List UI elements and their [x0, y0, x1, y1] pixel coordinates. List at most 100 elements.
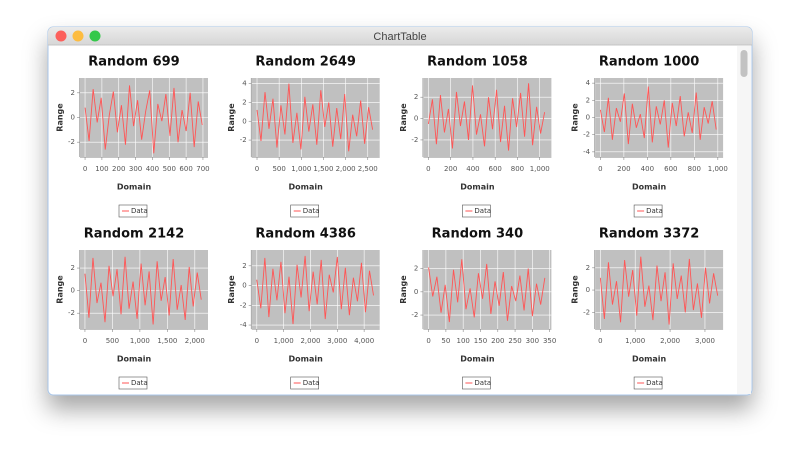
y-axis-label: Range: [399, 103, 408, 132]
x-tick-label: 0: [255, 165, 259, 173]
chart: Random 4386 -4 -2 0 2 0 1,000 2,000 3,000 4,000 Do…: [227, 227, 380, 390]
chart-title: Random 3372: [599, 227, 700, 242]
y-tick-label: 0: [71, 114, 75, 122]
chart-title: Random 699: [88, 55, 179, 70]
x-tick-label: 150: [474, 337, 487, 345]
y-tick-label: 2: [586, 264, 590, 272]
x-axis-label: Domain: [460, 183, 495, 192]
y-tick-label: 2: [242, 262, 246, 270]
y-tick-label: -2: [583, 131, 590, 139]
legend-label: Data: [303, 379, 320, 387]
x-axis-label: Domain: [289, 355, 324, 364]
x-tick-label: 2,000: [185, 337, 205, 345]
close-button[interactable]: [55, 30, 67, 42]
data-line: [427, 83, 546, 151]
x-tick-label: 0: [426, 337, 430, 345]
x-tick-label: 100: [456, 337, 469, 345]
x-tick-label: 1,500: [313, 165, 333, 173]
y-tick-label: -2: [411, 311, 418, 319]
window-title: ChartTable: [373, 31, 426, 43]
legend-box: [462, 376, 491, 390]
y-axis-label: Range: [571, 103, 580, 132]
data-line: [84, 85, 203, 154]
data-line: [84, 256, 202, 325]
y-tick-label: 0: [586, 114, 590, 122]
data-line: [256, 255, 374, 325]
x-tick-label: 300: [526, 337, 539, 345]
x-tick-label: 0: [598, 165, 602, 173]
y-tick-label: -2: [240, 136, 247, 144]
chart-title: Random 1058: [427, 55, 528, 70]
y-tick-label: 0: [242, 117, 246, 125]
x-axis-label: Domain: [632, 183, 667, 192]
x-tick-label: 0: [598, 337, 602, 345]
y-tick-label: 2: [414, 265, 418, 273]
x-tick-label: 2,000: [660, 337, 680, 345]
y-tick-label: -2: [68, 309, 75, 317]
y-tick-label: -2: [240, 301, 247, 309]
x-tick-label: 400: [466, 165, 479, 173]
legend-label: Data: [474, 207, 491, 215]
legend-box: [462, 204, 491, 218]
x-tick-label: 400: [641, 165, 654, 173]
x-tick-label: 200: [112, 165, 125, 173]
data-line: [599, 86, 717, 148]
x-tick-label: 100: [95, 165, 108, 173]
zoom-button[interactable]: [89, 30, 101, 42]
legend-box: [290, 204, 320, 218]
data-line: [428, 259, 546, 323]
legend-box: [118, 376, 148, 390]
x-tick-label: 0: [426, 165, 430, 173]
scrollbar-track[interactable]: [737, 46, 751, 394]
legend-box: [118, 204, 148, 218]
legend-label: Data: [131, 207, 148, 215]
x-tick-label: 1,500: [157, 337, 177, 345]
x-axis-label: Domain: [117, 183, 152, 192]
chart-title: Random 4386: [255, 227, 356, 242]
y-tick-label: 4: [242, 80, 247, 88]
x-axis-label: Domain: [460, 355, 495, 364]
minimize-button[interactable]: [72, 30, 84, 42]
y-tick-label: -2: [411, 136, 418, 144]
y-axis-label: Range: [56, 275, 65, 304]
window: ChartTable: [47, 26, 753, 396]
y-tick-label: 0: [586, 286, 590, 294]
chart: Random 699 -2 0 2 0 100 200 300 400 500 600 700 Doma…: [56, 55, 210, 218]
y-tick-label: 0: [71, 287, 75, 295]
chart: Random 3372 -2 0 2 0 1,000 2,000 3,000 Domain Ran…: [571, 227, 724, 390]
x-tick-label: 4,000: [354, 337, 374, 345]
y-tick-label: 4: [586, 79, 591, 87]
y-axis-label: Range: [227, 103, 236, 132]
x-tick-label: 800: [688, 165, 701, 173]
y-tick-label: 2: [71, 264, 75, 272]
chart: Random 2649 -2 0 2 4 0 500 1,000 1,500 2,000 2,500…: [227, 55, 380, 218]
x-tick-label: 0: [83, 165, 87, 173]
y-tick-label: 0: [414, 288, 418, 296]
x-tick-label: 600: [179, 165, 192, 173]
chart: Random 1000 -4 -2 0 2 4 0 200 400 600 800 1,000 Doma…: [571, 55, 728, 218]
y-tick-label: 2: [71, 89, 75, 97]
legend-box: [633, 204, 663, 218]
data-line: [599, 256, 719, 325]
x-tick-label: 2,000: [300, 337, 320, 345]
x-tick-label: 350: [543, 337, 556, 345]
x-tick-label: 2,000: [336, 165, 356, 173]
x-tick-label: 1,000: [291, 165, 311, 173]
scrollbar-thumb[interactable]: [740, 50, 748, 77]
y-axis-label: Range: [56, 103, 65, 132]
x-tick-label: 500: [106, 337, 119, 345]
chart-title: Random 2649: [255, 55, 356, 70]
x-tick-label: 0: [255, 337, 259, 345]
x-tick-label: 3,000: [695, 337, 715, 345]
x-tick-label: 1,000: [274, 337, 294, 345]
chart-title: Random 1000: [599, 55, 700, 70]
x-tick-label: 1,000: [625, 337, 645, 345]
y-tick-label: -2: [68, 138, 75, 146]
legend-box: [633, 376, 663, 390]
x-tick-label: 200: [491, 337, 504, 345]
chart: Random 340 -2 0 2 0 50 100 150 200 250 300 350 Domai…: [399, 227, 556, 390]
x-axis-label: Domain: [289, 183, 324, 192]
x-tick-label: 50: [441, 337, 450, 345]
